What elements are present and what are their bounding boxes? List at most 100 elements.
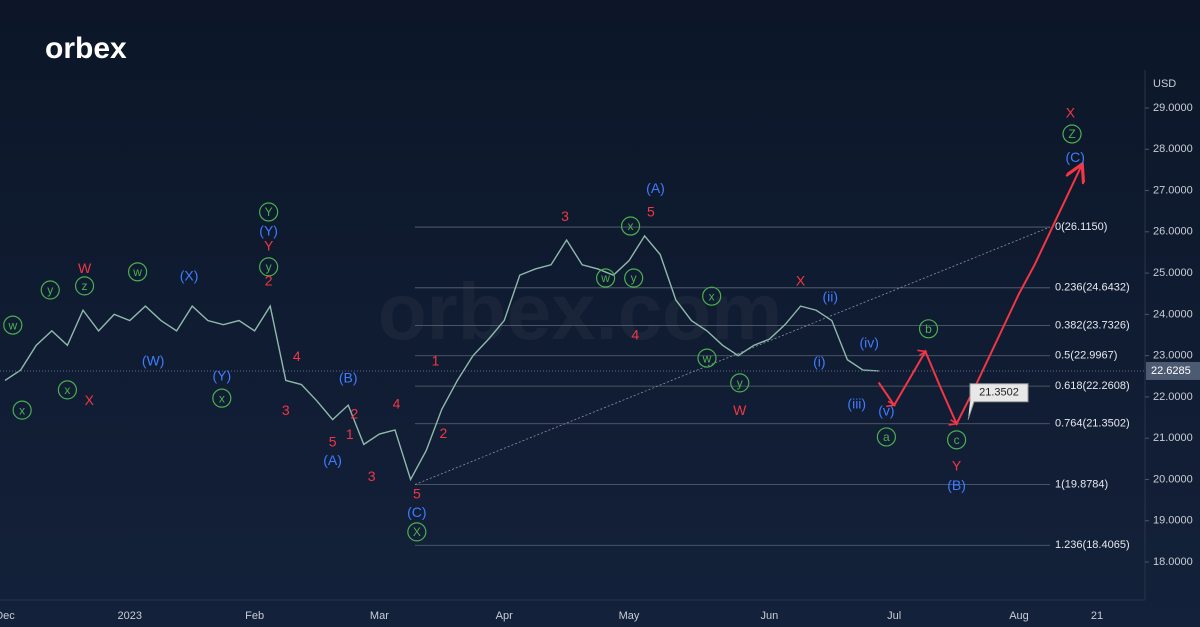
y-tick-label: 19.0000 bbox=[1153, 515, 1193, 527]
x-tick-label: Aug bbox=[1009, 610, 1029, 622]
fib-label: 1.236(18.4065) bbox=[1055, 539, 1130, 551]
wave-label: 5 bbox=[329, 434, 337, 450]
wave-label: x bbox=[628, 219, 634, 233]
wave-label: 1 bbox=[346, 426, 354, 442]
price-line bbox=[4, 234, 879, 482]
y-tick-label: 23.0000 bbox=[1153, 350, 1193, 362]
wave-label: (A) bbox=[646, 180, 665, 196]
x-tick-label: Dec bbox=[0, 610, 15, 622]
wave-label: 1 bbox=[432, 353, 440, 369]
wave-circle bbox=[697, 348, 717, 368]
wave-label: x bbox=[709, 289, 715, 303]
y-tick-label: 26.0000 bbox=[1153, 226, 1193, 238]
watermark: orbex.com bbox=[378, 267, 783, 356]
wave-label: 3 bbox=[282, 402, 290, 418]
x-tick-label: Jun bbox=[761, 610, 779, 622]
wave-circle bbox=[128, 262, 148, 282]
wave-label: y bbox=[47, 283, 53, 297]
wave-label: 2 bbox=[439, 425, 447, 441]
wave-label: (B) bbox=[947, 477, 966, 493]
wave-circle bbox=[595, 268, 616, 288]
wave-label: 2 bbox=[265, 273, 273, 289]
wave-label: 4 bbox=[631, 327, 639, 343]
y-tick-label: 21.0000 bbox=[1153, 432, 1193, 444]
x-tick-label: Jul bbox=[887, 610, 901, 622]
wave-label: (iii) bbox=[847, 396, 866, 412]
wave-label: 5 bbox=[647, 204, 655, 220]
wave-label: w bbox=[132, 265, 142, 279]
wave-circle bbox=[918, 319, 939, 339]
currency-label: USD bbox=[1153, 78, 1176, 90]
y-tick-label: 24.0000 bbox=[1153, 308, 1193, 320]
wave-circle bbox=[624, 268, 644, 288]
wave-label: y bbox=[266, 260, 272, 274]
wave-label: 4 bbox=[393, 396, 401, 412]
y-tick-label: 27.0000 bbox=[1153, 184, 1193, 196]
wave-label: (B) bbox=[339, 370, 358, 386]
wave-label: c bbox=[954, 433, 960, 447]
wave-label: w bbox=[7, 318, 17, 332]
wave-label: (W) bbox=[142, 353, 165, 369]
price-box bbox=[1146, 361, 1200, 380]
wave-circle bbox=[620, 216, 641, 236]
y-tick-label: 29.0000 bbox=[1153, 102, 1193, 114]
x-tick-label: 2023 bbox=[118, 610, 142, 622]
wave-circle bbox=[1062, 124, 1082, 144]
wave-label: W bbox=[78, 260, 92, 276]
wave-label: (i) bbox=[813, 354, 825, 370]
arrowhead bbox=[917, 349, 928, 357]
wave-label: W bbox=[733, 402, 747, 418]
wave-circle bbox=[74, 276, 95, 296]
wave-label: (C) bbox=[1065, 149, 1084, 165]
x-tick-label: 21 bbox=[1091, 610, 1103, 622]
logo: orbex bbox=[45, 32, 127, 65]
wave-circle bbox=[946, 430, 967, 450]
fib-label: 0.764(21.3502) bbox=[1055, 418, 1130, 430]
wave-label: (ii) bbox=[822, 289, 838, 305]
wave-label: x bbox=[219, 391, 225, 405]
wave-label: (X) bbox=[180, 268, 199, 284]
wave-label: (A) bbox=[323, 452, 342, 468]
fib-label: 0.382(23.7326) bbox=[1055, 319, 1130, 331]
y-tick-label: 18.0000 bbox=[1153, 556, 1193, 568]
arrowhead bbox=[948, 419, 959, 426]
arrowhead bbox=[886, 400, 897, 408]
forecast-line bbox=[877, 166, 1082, 427]
wave-circle bbox=[259, 202, 279, 222]
wave-label: (C) bbox=[407, 504, 426, 520]
wave-circle bbox=[407, 522, 427, 542]
wave-circle bbox=[57, 380, 78, 400]
wave-label: (Y) bbox=[259, 223, 278, 239]
wave-label: y bbox=[737, 376, 743, 390]
wave-circle bbox=[259, 257, 279, 277]
x-tick-label: Mar bbox=[370, 610, 389, 622]
wave-label: (iv) bbox=[860, 335, 879, 351]
wave-label: Y bbox=[952, 458, 962, 474]
wave-label: x bbox=[19, 403, 25, 417]
y-tick-label: 28.0000 bbox=[1153, 143, 1193, 155]
wave-circle bbox=[730, 373, 750, 393]
wave-label: a bbox=[883, 430, 890, 444]
wave-circle bbox=[212, 388, 232, 408]
wave-label: w bbox=[702, 351, 712, 365]
target-label: 21.3502 bbox=[979, 387, 1019, 399]
wave-circle bbox=[702, 286, 722, 306]
wave-label: b bbox=[925, 322, 932, 336]
wave-label: X bbox=[796, 273, 806, 289]
target-callout bbox=[967, 383, 1029, 420]
wave-label: Y bbox=[265, 205, 273, 219]
wave-label: X bbox=[1066, 105, 1076, 121]
wave-label: X bbox=[413, 525, 421, 539]
wave-label: x bbox=[64, 383, 70, 397]
wave-label: Z bbox=[1068, 127, 1075, 141]
wave-label: (Y) bbox=[213, 368, 232, 384]
fib-label: 0.236(24.6432) bbox=[1055, 282, 1130, 294]
fib-label: 0(26.1150) bbox=[1055, 221, 1107, 233]
fib-label: 0.618(22.2608) bbox=[1055, 380, 1130, 392]
wave-label: 3 bbox=[368, 468, 376, 484]
wave-label: w bbox=[600, 271, 610, 285]
wave-label: z bbox=[82, 279, 88, 293]
x-tick-label: May bbox=[619, 610, 640, 622]
wave-label: 5 bbox=[413, 486, 421, 502]
